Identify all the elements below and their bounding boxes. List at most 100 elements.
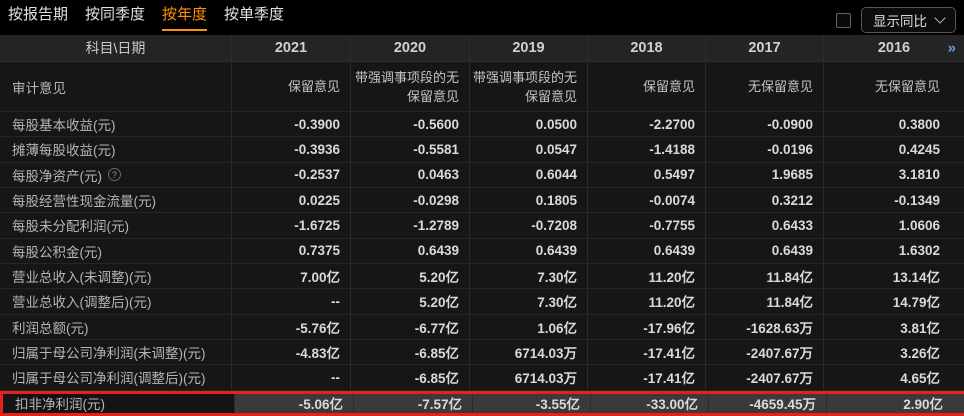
value-cell: -5.76亿 xyxy=(232,314,351,339)
value-cell: 无保留意见 xyxy=(706,62,824,111)
year-header-2021: 2021 xyxy=(232,35,351,61)
value-cell: 5.20亿 xyxy=(351,289,470,314)
value-cell: 0.6433 xyxy=(706,213,824,238)
value-cell: 0.4245 xyxy=(898,141,940,157)
table-row[interactable]: 利润总额(元) -5.76亿 -6.77亿 1.06亿 -17.96亿 -1628.63… xyxy=(0,314,964,340)
table-row[interactable]: 摊薄每股收益(元) -0.3936 -0.5581 0.0547 -1.4188 -0.… xyxy=(0,137,964,163)
value-cell: 11.20亿 xyxy=(588,289,706,314)
value-cell: 0.0500 xyxy=(470,112,588,137)
value-cell: -1628.63万 xyxy=(706,314,824,339)
value-cell: 0.6044 xyxy=(470,162,588,187)
value-cell: 7.30亿 xyxy=(470,289,588,314)
value-cell: 0.3800 xyxy=(898,116,940,132)
row-label: 审计意见 xyxy=(0,62,232,111)
value-cell: 带强调事项段的无保留意见 xyxy=(470,62,588,111)
compare-dropdown[interactable]: 显示同比 xyxy=(861,7,956,33)
compare-checkbox[interactable] xyxy=(836,12,851,28)
value-cell: -0.0298 xyxy=(351,187,470,213)
value-cell: -0.0196 xyxy=(706,137,824,162)
value-cell: 1.6302 xyxy=(898,243,940,259)
value-cell: -0.2537 xyxy=(232,162,351,187)
value-cell: -0.5600 xyxy=(351,112,470,137)
value-cell: 3.81亿 xyxy=(900,320,940,336)
value-cell: 3.1810 xyxy=(898,167,940,183)
row-label: 利润总额(元) xyxy=(0,314,232,339)
value-cell: 0.0225 xyxy=(232,187,351,213)
value-cell: -17.96亿 xyxy=(588,314,706,339)
topbar-controls: 显示同比 xyxy=(836,7,956,33)
value-cell: -0.3936 xyxy=(232,137,351,162)
period-tab-0[interactable]: 按报告期 xyxy=(8,6,69,23)
value-cell: 0.6439 xyxy=(470,238,588,263)
value-cell: -0.3900 xyxy=(232,112,351,137)
value-cell: 2.90亿 xyxy=(827,393,964,413)
value-cell: -- xyxy=(232,289,351,314)
value-cell: -1.4188 xyxy=(588,137,706,162)
value-cell: -6.77亿 xyxy=(351,314,470,339)
value-cell: -0.0074 xyxy=(588,187,706,213)
value-cell: 1.0606 xyxy=(898,217,940,233)
row-label: 营业总收入(调整后)(元) xyxy=(0,289,232,314)
value-cell: -6.85亿 xyxy=(351,339,470,365)
value-cell: -17.41亿 xyxy=(588,339,706,365)
value-cell: 0.0547 xyxy=(470,137,588,162)
year-header-2016: 2016 » xyxy=(824,35,964,61)
value-cell: -0.1349 xyxy=(894,192,940,208)
chevron-down-icon xyxy=(934,12,946,24)
value-cell: 0.1805 xyxy=(470,187,588,213)
value-cell: -0.5581 xyxy=(351,137,470,162)
value-cell: 1.06亿 xyxy=(470,314,588,339)
period-tab-bar: 按报告期 按同季度 按年度 按单季度 xyxy=(8,6,284,31)
value-cell: -17.41亿 xyxy=(588,365,706,390)
value-cell: 13.14亿 xyxy=(892,270,940,286)
value-cell: 11.20亿 xyxy=(588,263,706,289)
table-row[interactable]: 每股基本收益(元) -0.3900 -0.5600 0.0500 -2.2700 -0.… xyxy=(0,112,964,138)
table-row[interactable]: 归属于母公司净利润(未调整)(元) -4.83亿 -6.85亿 6714.03万 -1… xyxy=(0,339,964,366)
value-cell: 0.6439 xyxy=(351,238,470,263)
period-tab-2[interactable]: 按年度 xyxy=(162,6,208,31)
value-cell: 保留意见 xyxy=(588,62,706,111)
table-row[interactable]: 扣非净利润(元) -5.06亿 -7.57亿 -3.55亿 -33.00亿 -4659.… xyxy=(0,390,964,416)
value-cell: 14.79亿 xyxy=(892,295,940,311)
top-bar: 按报告期 按同季度 按年度 按单季度 显示同比 xyxy=(0,0,964,35)
value-cell: -0.7208 xyxy=(470,213,588,238)
period-tab-3[interactable]: 按单季度 xyxy=(224,6,285,23)
value-cell: 3.26亿 xyxy=(900,346,940,362)
row-label: 每股基本收益(元) xyxy=(0,112,232,137)
table-row[interactable]: 每股公积金(元) 0.7375 0.6439 0.6439 0.6439 0.6439 1… xyxy=(0,238,964,264)
table-row[interactable]: 每股未分配利润(元) -1.6725 -1.2789 -0.7208 -0.7755 0… xyxy=(0,213,964,239)
row-label: 归属于母公司净利润(未调整)(元) xyxy=(0,339,232,365)
table-row[interactable]: 归属于母公司净利润(调整后)(元) -- -6.85亿 6714.03万 -17.41… xyxy=(0,365,964,391)
row-label: 归属于母公司净利润(调整后)(元) xyxy=(0,365,232,390)
value-cell: -2407.67万 xyxy=(706,365,824,390)
value-cell: -2.2700 xyxy=(588,112,706,137)
row-label: 营业总收入(未调整)(元) xyxy=(0,263,232,289)
row-label: 每股经营性现金流量(元) xyxy=(0,187,232,213)
value-cell: -0.0900 xyxy=(706,112,824,137)
year-header-2020: 2020 xyxy=(351,35,470,61)
value-cell: -4.83亿 xyxy=(232,339,351,365)
value-cell: 带强调事项段的无保留意见 xyxy=(351,62,470,111)
table-row[interactable]: 营业总收入(调整后)(元) -- 5.20亿 7.30亿 11.20亿 11.84亿 14… xyxy=(0,289,964,315)
table-row[interactable]: 营业总收入(未调整)(元) 7.00亿 5.20亿 7.30亿 11.20亿 11.84… xyxy=(0,263,964,290)
value-cell: -3.55亿 xyxy=(473,393,591,413)
value-cell: 0.7375 xyxy=(232,238,351,263)
table-header-row: 科目\日期 2021 2020 2019 2018 2017 2016 » xyxy=(0,35,964,62)
table-row[interactable]: 每股净资产(元) ? -0.2537 0.0463 0.6044 0.5497 1.96… xyxy=(0,162,964,188)
value-cell: -1.2789 xyxy=(351,213,470,238)
value-cell: 无保留意见 xyxy=(874,79,940,94)
period-tab-1[interactable]: 按同季度 xyxy=(85,6,146,23)
value-cell: 保留意见 xyxy=(232,62,351,111)
more-columns-icon[interactable]: » xyxy=(947,39,956,57)
row-label: 扣非净利润(元) xyxy=(3,393,235,413)
table-row[interactable]: 每股经营性现金流量(元) 0.0225 -0.0298 0.1805 -0.0074 0… xyxy=(0,187,964,214)
corner-header: 科目\日期 xyxy=(0,35,232,61)
value-cell: -7.57亿 xyxy=(354,393,473,413)
row-label: 每股公积金(元) xyxy=(0,238,232,263)
value-cell: 5.20亿 xyxy=(351,263,470,289)
help-icon[interactable]: ? xyxy=(108,168,121,182)
year-header-2017: 2017 xyxy=(706,35,824,61)
table-row[interactable]: 审计意见 保留意见 带强调事项段的无保留意见 带强调事项段的无保留意见 保留意见 无保留… xyxy=(0,62,964,112)
year-header-2018: 2018 xyxy=(588,35,706,61)
